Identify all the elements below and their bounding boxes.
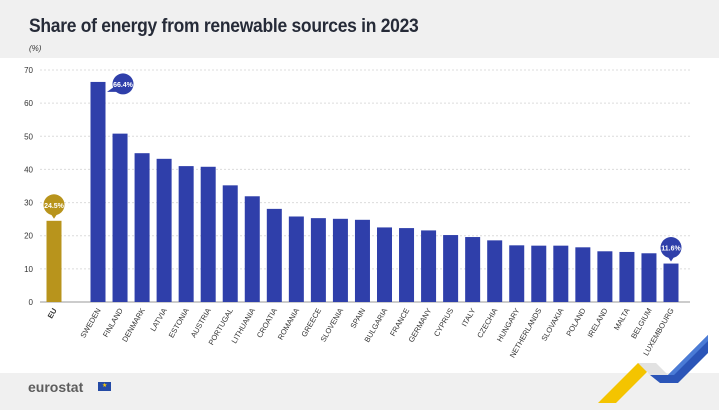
y-tick-label: 0 (29, 298, 34, 307)
x-tick-label: ITALY (460, 307, 478, 329)
bar (399, 228, 415, 302)
bar (509, 245, 525, 302)
y-tick-label: 40 (24, 165, 33, 174)
eurostat-logo: eurostat (28, 379, 84, 395)
x-tick-label: EU (46, 307, 59, 321)
x-tick-label: GREECE (299, 307, 323, 339)
y-tick-label: 20 (24, 232, 33, 241)
x-tick-label: SLOVENIA (319, 307, 346, 344)
annotation-pointer (107, 86, 117, 92)
bar (156, 158, 172, 302)
bar (619, 251, 635, 302)
unit-label: (%) (29, 44, 42, 53)
bar (663, 263, 679, 302)
bar (354, 219, 370, 302)
x-tick-label: CZECHIA (475, 307, 499, 340)
x-tick-label: POLAND (564, 306, 588, 338)
y-tick-label: 10 (24, 265, 33, 274)
annotation-pointer (667, 255, 675, 262)
annotation-pointer (50, 212, 58, 219)
y-tick-label: 30 (24, 199, 33, 208)
x-tick-label: MALTA (612, 307, 632, 332)
bar (178, 166, 194, 302)
bar (112, 133, 128, 302)
bar (575, 247, 591, 302)
x-tick-label: FRANCE (388, 307, 411, 338)
bar (90, 81, 106, 302)
bar (597, 251, 613, 302)
bar (332, 218, 348, 302)
bar (553, 245, 569, 302)
x-tick-label: ROMANIA (276, 307, 301, 342)
y-tick-label: 60 (24, 99, 33, 108)
bar (487, 240, 503, 302)
y-tick-label: 50 (24, 132, 33, 141)
bar (310, 218, 326, 302)
x-tick-label: SLOVAKIA (539, 307, 565, 343)
annotation-label: 24.5% (44, 203, 65, 210)
bar (134, 153, 150, 302)
x-tick-label: FINLAND (101, 306, 125, 339)
x-tick-label: AUSTRIA (189, 307, 213, 340)
bar (46, 220, 62, 302)
bar (443, 235, 459, 302)
bar (421, 230, 437, 302)
annotation-bubble (660, 237, 682, 259)
bar (377, 227, 392, 302)
chart-title: Share of energy from renewable sources i… (29, 16, 419, 37)
x-tick-label: LATVIA (148, 307, 168, 333)
annotation-label: 11.6% (661, 246, 681, 253)
bar (531, 245, 547, 302)
x-tick-label: ESTONIA (167, 307, 191, 340)
bar (641, 253, 657, 302)
x-tick-label: CYPRUS (432, 307, 455, 339)
x-tick-label: SWEDEN (78, 307, 102, 340)
bar (244, 196, 260, 302)
y-tick-label: 70 (24, 66, 33, 75)
bar (266, 208, 282, 302)
bar (222, 185, 238, 302)
bar (200, 166, 216, 302)
bar (288, 216, 304, 302)
eu-flag-icon: ★ (98, 382, 111, 391)
bar (465, 237, 481, 302)
annotation-bubble (112, 73, 134, 95)
annotation-label: 66.4% (113, 82, 134, 89)
x-tick-label: DENMARK (120, 307, 147, 344)
x-tick-label: CROATIA (255, 307, 279, 340)
decorative-ribbon-icon (598, 335, 708, 403)
annotation-bubble (43, 194, 65, 216)
x-tick-label: SPAIN (348, 307, 367, 331)
